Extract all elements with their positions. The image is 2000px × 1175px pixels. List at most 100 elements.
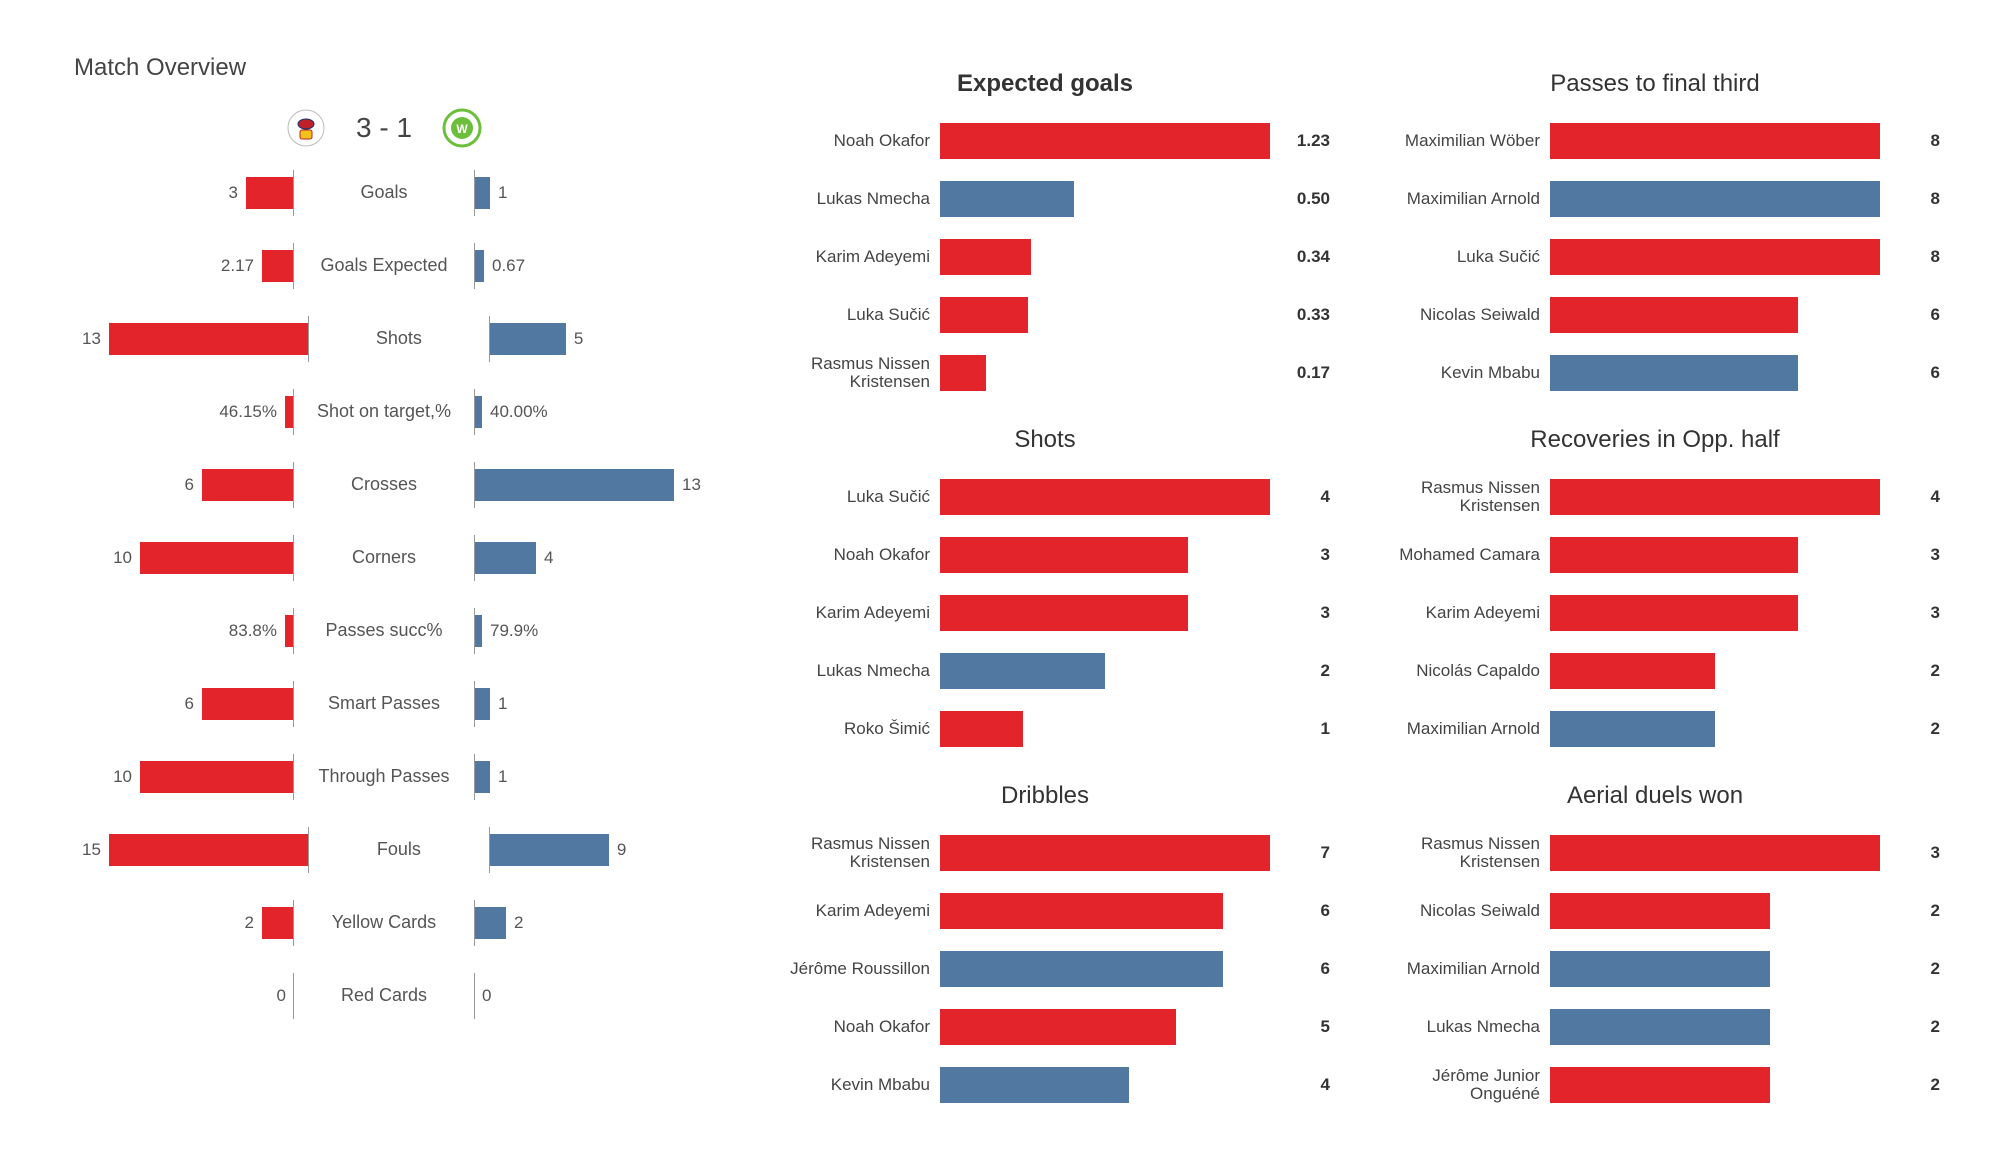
- player-value: 2: [1311, 661, 1330, 681]
- panel-title: Shots: [760, 426, 1330, 454]
- player-name: Karim Adeyemi: [760, 902, 940, 920]
- team-b-bar: [474, 688, 490, 720]
- player-name: Roko Šimić: [760, 720, 940, 738]
- player-value: 8: [1921, 189, 1940, 209]
- axis-tick: [489, 316, 490, 362]
- stat-label: Corners: [294, 548, 474, 568]
- panel-title: Passes to final third: [1370, 70, 1940, 98]
- player-value: 6: [1921, 363, 1940, 383]
- player-value: 6: [1921, 305, 1940, 325]
- player-name: Maximilian Arnold: [1370, 960, 1550, 978]
- player-row: Rasmus Nissen Kristensen 4: [1370, 468, 1940, 526]
- axis-tick: [293, 754, 294, 800]
- team-a-value: 10: [105, 767, 140, 787]
- overview-row: 6Crosses13: [74, 448, 694, 521]
- team-a-bar: [109, 834, 309, 866]
- player-name: Maximilian Arnold: [1370, 190, 1550, 208]
- player-name: Jérôme Roussillon: [760, 960, 940, 978]
- team-a-value: 15: [74, 840, 109, 860]
- player-name: Nicolas Seiwald: [1370, 902, 1550, 920]
- player-row: Karim Adeyemi0.34: [760, 228, 1330, 286]
- team-b-value: 13: [674, 475, 709, 495]
- player-bar: [940, 653, 1105, 689]
- player-value: 3: [1921, 545, 1940, 565]
- team-b-bar: [474, 396, 482, 428]
- stat-panel: Aerial duels won Rasmus Nissen Kristensen…: [1370, 782, 1940, 1114]
- team-a-value: 2.17: [213, 256, 262, 276]
- player-value: 2: [1921, 959, 1940, 979]
- overview-row: 10Corners4: [74, 521, 694, 594]
- player-bar: [1550, 181, 1880, 217]
- axis-tick: [308, 827, 309, 873]
- player-stat-panels: Expected goalsNoah Okafor1.23Lukas Nmech…: [760, 70, 1940, 1114]
- team-b-bar: [489, 323, 566, 355]
- player-bar: [1550, 653, 1715, 689]
- score-text: 3 - 1: [356, 112, 412, 144]
- team-b-value: 40.00%: [482, 402, 556, 422]
- team-b-value: 4: [536, 548, 561, 568]
- player-name: Rasmus Nissen Kristensen: [1370, 479, 1550, 515]
- player-name: Karim Adeyemi: [760, 248, 940, 266]
- overview-row: 0Red Cards0: [74, 959, 694, 1032]
- player-value: 4: [1921, 487, 1940, 507]
- score-home: 3: [356, 112, 372, 143]
- player-bar: [1550, 537, 1798, 573]
- player-name: Jérôme Junior Onguéné: [1370, 1067, 1550, 1103]
- team-b-value: 1: [490, 694, 515, 714]
- team-b-bar: [474, 177, 490, 209]
- player-bar: [940, 711, 1023, 747]
- player-value: 0.33: [1287, 305, 1330, 325]
- axis-tick: [474, 608, 475, 654]
- player-name: Mohamed Camara: [1370, 546, 1550, 564]
- player-row: Jérôme Junior Onguéné 2: [1370, 1056, 1940, 1114]
- player-value: 2: [1921, 1075, 1940, 1095]
- axis-tick: [474, 462, 475, 508]
- stat-label: Shot on target,%: [294, 402, 474, 422]
- team-a-logo-icon: [286, 108, 326, 148]
- player-row: Maximilian Arnold 2: [1370, 940, 1940, 998]
- axis-tick: [293, 681, 294, 727]
- player-row: Noah Okafor5: [760, 998, 1330, 1056]
- player-name: Nicolás Capaldo: [1370, 662, 1550, 680]
- team-b-value: 1: [490, 183, 515, 203]
- team-b-value: 9: [609, 840, 634, 860]
- player-bar: [940, 1009, 1176, 1045]
- player-row: Luka Sučić8: [1370, 228, 1940, 286]
- panel-title: Aerial duels won: [1370, 782, 1940, 810]
- player-row: Nicolas Seiwald6: [1370, 286, 1940, 344]
- player-bar: [1550, 1009, 1770, 1045]
- svg-text:W: W: [456, 122, 468, 136]
- player-bar: [940, 239, 1031, 275]
- player-row: Luka Sučić0.33: [760, 286, 1330, 344]
- overview-row: 15Fouls9: [74, 813, 694, 886]
- player-value: 4: [1311, 487, 1330, 507]
- player-bar: [940, 951, 1223, 987]
- player-row: Noah Okafor3: [760, 526, 1330, 584]
- stat-label: Goals: [294, 183, 474, 203]
- team-b-logo-icon: W: [442, 108, 482, 148]
- player-value: 8: [1921, 131, 1940, 151]
- team-b-value: 79.9%: [482, 621, 546, 641]
- player-row: Lukas Nmecha2: [1370, 998, 1940, 1056]
- player-row: Rasmus Nissen Kristensen3: [1370, 824, 1940, 882]
- team-b-value: 5: [566, 329, 591, 349]
- axis-tick: [474, 243, 475, 289]
- team-a-value: 83.8%: [221, 621, 285, 641]
- team-a-value: 3: [221, 183, 246, 203]
- player-row: Maximilian Arnold 8: [1370, 170, 1940, 228]
- team-a-bar: [262, 907, 294, 939]
- player-bar: [940, 595, 1188, 631]
- team-a-value: 6: [177, 475, 202, 495]
- axis-tick: [474, 900, 475, 946]
- team-b-value: 0.67: [484, 256, 533, 276]
- axis-tick: [293, 243, 294, 289]
- player-name: Rasmus Nissen Kristensen: [760, 835, 940, 871]
- player-value: 6: [1311, 901, 1330, 921]
- player-bar: [940, 297, 1028, 333]
- player-bar: [940, 893, 1223, 929]
- player-row: Rasmus Nissen Kristensen0.17: [760, 344, 1330, 402]
- player-value: 3: [1311, 545, 1330, 565]
- team-b-value: 1: [490, 767, 515, 787]
- stat-label: Crosses: [294, 475, 474, 495]
- overview-row: 46.15%Shot on target,%40.00%: [74, 375, 694, 448]
